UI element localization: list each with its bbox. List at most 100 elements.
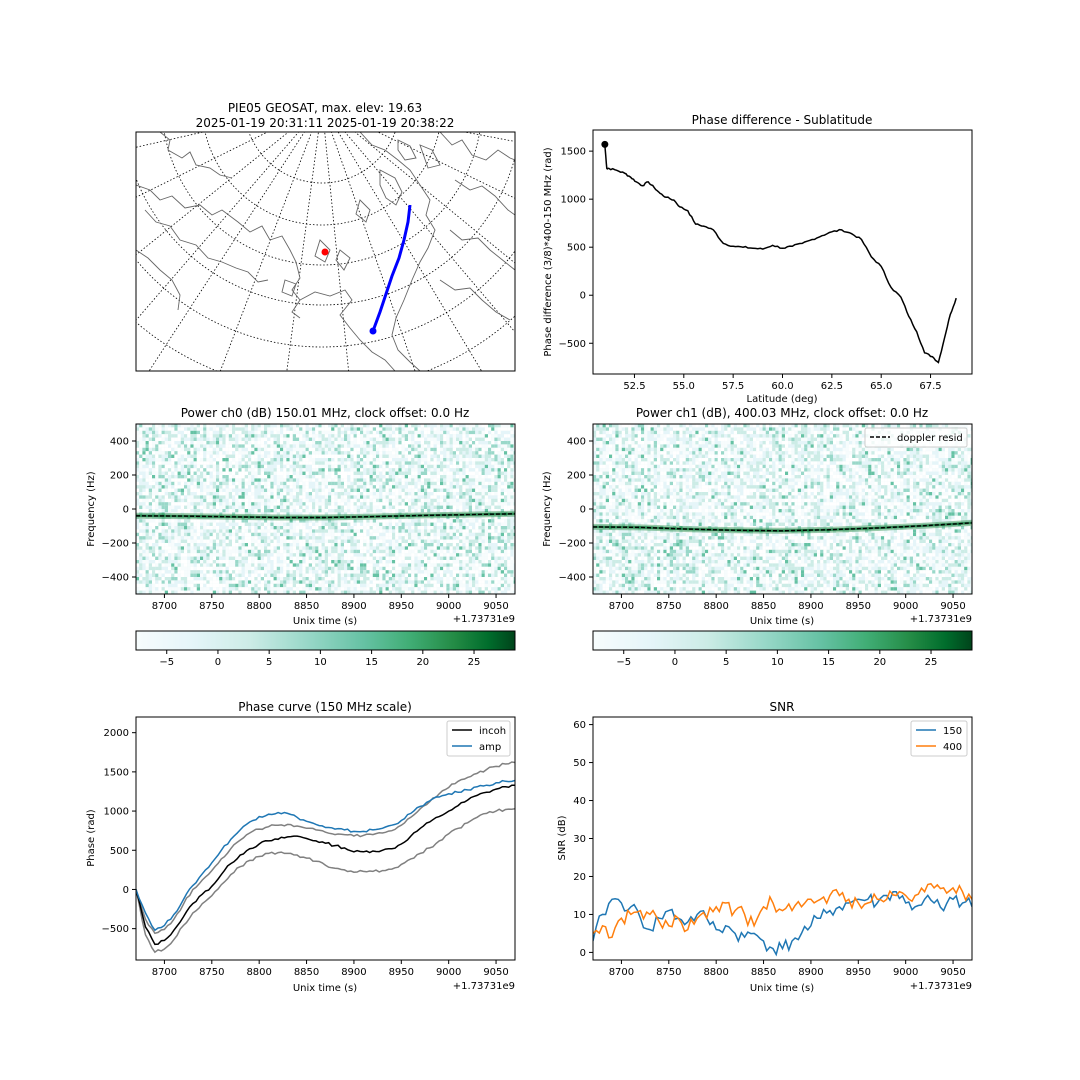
spectrogram-ch0-cell xyxy=(321,509,325,513)
spectrogram-ch0-cell xyxy=(222,529,226,533)
spectrogram-ch0-cell xyxy=(344,427,348,431)
spectrogram-ch0-cell xyxy=(475,444,479,448)
spectrogram-ch0-cell xyxy=(187,461,191,465)
spectrogram-ch0-cell xyxy=(184,529,188,533)
spectrogram-ch0-cell xyxy=(171,478,175,482)
spectrogram-ch0-cell xyxy=(510,485,514,489)
spectrogram-ch0-cell xyxy=(190,475,194,479)
spectrogram-ch0-cell xyxy=(296,553,300,557)
spectrogram-ch0-cell xyxy=(318,485,322,489)
spectrogram-ch0-cell xyxy=(420,434,424,438)
spectrogram-ch0-cell xyxy=(168,529,172,533)
spectrogram-ch0-cell xyxy=(142,485,146,489)
spectrogram-ch0-cell xyxy=(347,447,351,452)
spectrogram-ch0-cell xyxy=(353,434,357,438)
spectrogram-ch0-cell xyxy=(280,434,284,438)
spectrogram-ch0-cell xyxy=(497,492,501,496)
spectrogram-ch0-cell xyxy=(219,556,223,560)
spectrogram-ch0-cell xyxy=(478,505,482,509)
spectrogram-ch0-cell xyxy=(433,441,437,445)
spectrogram-ch0-cell xyxy=(462,427,466,431)
spectrogram-ch0-cell xyxy=(305,519,309,523)
spectrogram-ch0-cell xyxy=(398,430,402,435)
spectrogram-ch0-cell xyxy=(148,512,152,516)
spectrogram-ch0-cell xyxy=(395,478,399,482)
spectrogram-ch0-cell xyxy=(404,560,408,564)
spectrogram-ch0-cell xyxy=(251,505,255,509)
spectrogram-ch0-cell xyxy=(414,458,418,462)
spectrogram-ch0-cell xyxy=(257,444,261,448)
spectrogram-ch0-cell xyxy=(440,556,444,560)
spectrogram-ch0-cell xyxy=(331,502,335,506)
spectrogram-ch0-cell xyxy=(321,522,325,526)
spectrogram-ch0-cell xyxy=(321,553,325,557)
spectrogram-ch0-cell xyxy=(273,461,277,465)
spectrogram-ch0-cell xyxy=(497,505,501,509)
spectrogram-ch0-cell xyxy=(161,427,165,431)
spectrogram-ch0-cell xyxy=(145,488,149,492)
spectrogram-ch0-cell xyxy=(468,492,472,496)
spectrogram-ch0-cell xyxy=(436,478,440,482)
spectrogram-ch0-cell xyxy=(212,512,216,516)
spectrogram-ch0-cell xyxy=(196,478,200,482)
spectrogram-ch0-cell xyxy=(510,502,514,506)
spectrogram-ch0-cell xyxy=(472,475,476,479)
spectrogram-ch0-cell xyxy=(404,485,408,489)
spectrogram-ch0-cell xyxy=(292,502,296,506)
spectrogram-ch0-cell xyxy=(344,475,348,479)
spectrogram-ch0-cell xyxy=(155,546,159,550)
spectrogram-ch0-cell xyxy=(276,495,280,499)
spectrogram-ch0-cell xyxy=(161,529,165,533)
spectrogram-ch0-cell xyxy=(264,509,268,513)
spectrogram-ch0-cell xyxy=(206,427,210,431)
spectrogram-ch0-cell xyxy=(286,441,290,445)
spectrogram-ch0-cell xyxy=(340,468,344,472)
spectrogram-ch0-cell xyxy=(161,481,165,486)
spectrogram-ch0-cell xyxy=(484,515,488,520)
spectrogram-ch0-cell xyxy=(241,529,245,533)
spectrogram-ch0-cell xyxy=(481,556,485,560)
spectrogram-ch0-cell xyxy=(324,495,328,499)
spectrogram-ch0-cell xyxy=(139,434,143,438)
spectrogram-ch0-cell xyxy=(337,546,341,550)
spectrogram-ch0-cell xyxy=(360,471,364,475)
spectrogram-ch0-cell xyxy=(206,539,210,543)
spectrogram-ch0-cell xyxy=(436,471,440,475)
spectrogram-ch0-cell xyxy=(232,475,236,479)
spectrogram-ch0-cell xyxy=(459,461,463,465)
spectrogram-ch0-cell xyxy=(161,444,165,448)
spectrogram-ch0-cell xyxy=(510,434,514,438)
spectrogram-ch0-cell xyxy=(318,526,322,530)
spectrogram-ch0-cell xyxy=(267,485,271,489)
spectrogram-ch0-cell xyxy=(344,444,348,448)
spectrogram-ch0-cell xyxy=(180,458,184,462)
spectrogram-ch0-cell xyxy=(404,553,408,557)
spectrogram-ch0-cell xyxy=(145,441,149,445)
spectrogram-ch0-cell xyxy=(142,447,146,452)
spectrogram-ch0-cell xyxy=(472,539,476,543)
spectrogram-ch0-cell xyxy=(417,526,421,530)
spectrogram-ch0-cell xyxy=(193,519,197,523)
spectrogram-ch0-cell xyxy=(241,495,245,499)
spectrogram-ch0-cell xyxy=(286,549,290,554)
spectrogram-ch0-cell xyxy=(478,437,482,441)
spectrogram-ch0-cell xyxy=(456,447,460,452)
spectrogram-ch0-cell xyxy=(334,560,338,564)
map-graticule xyxy=(136,132,515,371)
spectrogram-ch0-cell xyxy=(203,475,207,479)
spectrogram-ch0-cell xyxy=(449,515,453,520)
spectrogram-ch0-cell xyxy=(164,458,168,462)
spectrogram-ch0-cell xyxy=(427,481,431,486)
spectrogram-ch0-cell xyxy=(321,498,325,503)
spectrogram-ch0-cell xyxy=(216,427,220,431)
spectrogram-ch0-cell xyxy=(241,468,245,472)
spectrogram-ch0-cell xyxy=(420,532,424,537)
spectrogram-ch0-cell xyxy=(372,546,376,550)
spectrogram-ch0-cell xyxy=(139,529,143,533)
spectrogram-ch0-cell xyxy=(184,424,188,428)
spectrogram-ch0-cell xyxy=(385,529,389,533)
spectrogram-ch0-cell xyxy=(472,471,476,475)
spectrogram-ch0-cell xyxy=(206,549,210,554)
spectrogram-ch0-cell xyxy=(507,502,511,506)
spectrogram-ch0-cell xyxy=(168,468,172,472)
